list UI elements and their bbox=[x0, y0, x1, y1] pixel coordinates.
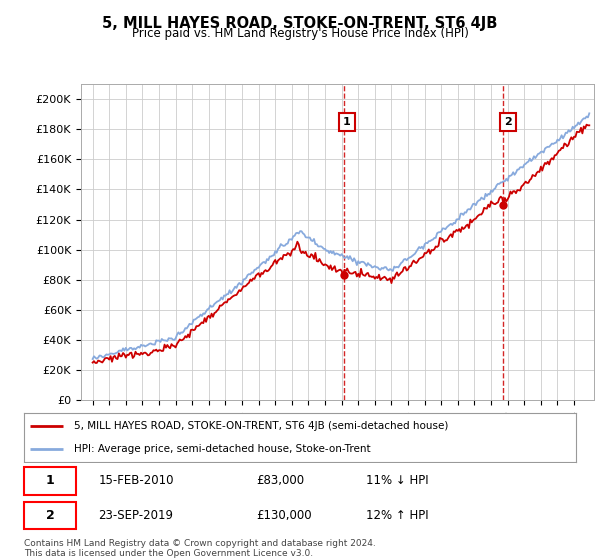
Text: 2: 2 bbox=[46, 509, 55, 522]
Text: £83,000: £83,000 bbox=[256, 474, 304, 487]
Text: 5, MILL HAYES ROAD, STOKE-ON-TRENT, ST6 4JB: 5, MILL HAYES ROAD, STOKE-ON-TRENT, ST6 … bbox=[103, 16, 497, 31]
Text: HPI: Average price, semi-detached house, Stoke-on-Trent: HPI: Average price, semi-detached house,… bbox=[74, 444, 370, 454]
FancyBboxPatch shape bbox=[24, 502, 76, 529]
Text: Contains HM Land Registry data © Crown copyright and database right 2024.
This d: Contains HM Land Registry data © Crown c… bbox=[24, 539, 376, 558]
Text: 5, MILL HAYES ROAD, STOKE-ON-TRENT, ST6 4JB (semi-detached house): 5, MILL HAYES ROAD, STOKE-ON-TRENT, ST6 … bbox=[74, 421, 448, 431]
Text: 1: 1 bbox=[46, 474, 55, 487]
Text: 23-SEP-2019: 23-SEP-2019 bbox=[98, 509, 173, 522]
Text: Price paid vs. HM Land Registry's House Price Index (HPI): Price paid vs. HM Land Registry's House … bbox=[131, 27, 469, 40]
Text: 11% ↓ HPI: 11% ↓ HPI bbox=[366, 474, 429, 487]
Text: £130,000: £130,000 bbox=[256, 509, 311, 522]
Text: 15-FEB-2010: 15-FEB-2010 bbox=[98, 474, 174, 487]
Text: 2: 2 bbox=[504, 116, 512, 127]
Text: 1: 1 bbox=[343, 116, 351, 127]
Text: 12% ↑ HPI: 12% ↑ HPI bbox=[366, 509, 429, 522]
FancyBboxPatch shape bbox=[24, 467, 76, 494]
